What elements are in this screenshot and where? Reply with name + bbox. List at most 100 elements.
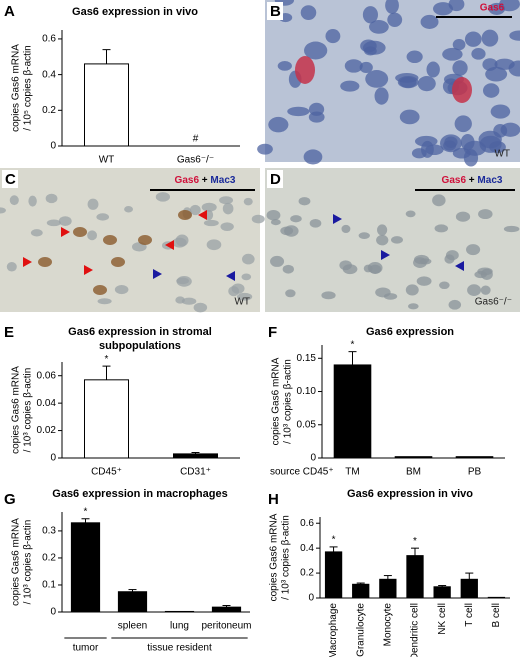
- x-tick-label: T cell: [464, 603, 475, 627]
- x-tick-label: lung: [170, 621, 189, 632]
- arrowhead: [23, 257, 32, 267]
- cell: [471, 47, 486, 60]
- bar: [173, 453, 218, 459]
- arrowhead: [333, 214, 342, 224]
- cell: [28, 195, 37, 207]
- cell: [463, 149, 479, 167]
- cell: [364, 46, 377, 56]
- y-tick-label: 0.2: [42, 105, 56, 116]
- cell: [193, 302, 208, 313]
- cell: [442, 47, 463, 61]
- cell: [175, 234, 189, 247]
- stain: Gas6: [442, 175, 467, 186]
- stain: Gas6: [175, 175, 200, 186]
- y-axis-label: / 10³ copies β-actin: [281, 515, 292, 600]
- y-tick-label: 0: [50, 453, 56, 464]
- cell: [477, 267, 493, 276]
- significance: *: [105, 354, 109, 365]
- cell: [124, 206, 133, 213]
- cell: [87, 230, 98, 241]
- significance: #: [193, 134, 199, 145]
- cell: [206, 239, 222, 251]
- cell: [282, 264, 294, 274]
- y-tick-label: 0.4: [42, 69, 56, 80]
- y-axis-label: copies Gas6 mRNA: [11, 366, 22, 454]
- y-tick-label: 0.6: [42, 34, 56, 45]
- cell: [303, 149, 323, 165]
- panel-label: D: [270, 171, 281, 188]
- cell: [500, 122, 520, 137]
- x-tick-label: PB: [468, 467, 482, 478]
- stained-cell: [452, 77, 472, 103]
- cell: [490, 104, 511, 119]
- genotype: Gas6⁻/⁻: [475, 297, 512, 308]
- cell: [241, 253, 255, 265]
- cell: [222, 202, 234, 215]
- cell: [374, 87, 389, 105]
- cell: [499, 0, 520, 12]
- significance: *: [413, 536, 417, 547]
- cell: [298, 197, 311, 206]
- y-tick-label: 0: [308, 593, 314, 604]
- y-axis-label: copies Gas6 mRNA: [271, 357, 282, 445]
- chart-title: Gas6 expression in stromal: [68, 326, 212, 338]
- cell: [181, 297, 197, 305]
- cell: [481, 29, 499, 47]
- chart-title: Gas6 expression: [366, 326, 454, 338]
- cell: [467, 284, 481, 297]
- cell: [359, 61, 373, 73]
- cell: [445, 250, 459, 261]
- cell: [257, 143, 273, 155]
- cell: [45, 193, 58, 204]
- cell: [243, 197, 253, 206]
- x-tick-label: WT: [99, 155, 115, 166]
- cell: [9, 195, 19, 206]
- cell: [406, 50, 423, 64]
- cell: [439, 281, 450, 290]
- bar: [433, 586, 451, 599]
- cell: [375, 287, 391, 298]
- cell: [96, 213, 110, 221]
- bar: [406, 555, 424, 599]
- y-tick-label: 0: [50, 141, 56, 152]
- stained-cell: [73, 227, 87, 237]
- x-tick-label: Gas6⁻/⁻: [177, 155, 214, 166]
- cell: [201, 202, 217, 212]
- x-tick-label: CD31⁺: [180, 467, 211, 478]
- bar: [487, 596, 506, 599]
- chart-title: Gas6 expression in vivo: [347, 488, 473, 500]
- cell: [270, 255, 285, 267]
- image-overlays: B Gas6 WT C Gas6 + Mac3 WT D Gas6 + Mac3…: [2, 2, 515, 308]
- x-tick-label: Macrophage: [328, 603, 339, 657]
- chart-title: Gas6 expression in macrophages: [52, 488, 227, 500]
- stained-cell: [295, 56, 315, 84]
- significance: *: [351, 339, 355, 350]
- cell: [308, 102, 325, 116]
- x-tick-label: B cell: [491, 603, 502, 627]
- arrowhead: [153, 269, 162, 279]
- cell: [287, 106, 310, 117]
- y-tick-label: 0.15: [297, 353, 317, 364]
- y-tick-label: 0.3: [42, 526, 56, 537]
- bar: [164, 610, 195, 613]
- y-tick-label: 0.04: [37, 398, 57, 409]
- cell: [321, 291, 336, 300]
- cell: [268, 116, 289, 133]
- stain-label: Gas6: [480, 3, 505, 14]
- y-tick-label: 0.6: [300, 518, 314, 529]
- x-tick-label: Monocyte: [382, 603, 393, 647]
- cell: [114, 285, 129, 295]
- cell: [399, 109, 420, 125]
- cell: [58, 216, 72, 226]
- cell: [395, 73, 419, 83]
- cell: [448, 299, 462, 310]
- y-axis-label: / 10⁵ copies β-actin: [23, 45, 34, 131]
- cell: [455, 211, 471, 222]
- arrowhead: [226, 271, 235, 281]
- cell: [46, 219, 61, 227]
- arrowhead: [198, 210, 207, 220]
- cell: [434, 224, 449, 233]
- arrowhead: [84, 265, 93, 275]
- cell: [385, 0, 399, 14]
